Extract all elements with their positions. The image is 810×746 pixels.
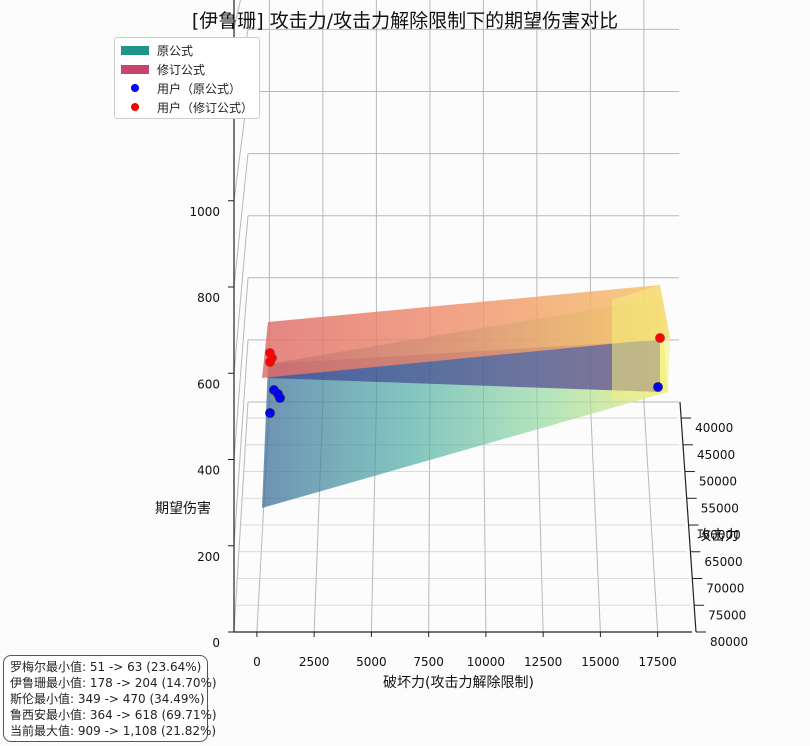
legend-swatch [121, 64, 149, 74]
legend-item-original: 原公式 [121, 42, 193, 58]
grid-line [233, 277, 249, 460]
surface-original-edge [268, 340, 660, 392]
x-tick-label: 2500 [299, 655, 330, 669]
y-tick-label: 60000 [703, 528, 741, 542]
z-axis-label: 期望伤害 [155, 501, 211, 517]
z-tick-label: 200 [197, 550, 220, 564]
z-tick-label: 0 [212, 636, 220, 650]
y-tick-label: 65000 [704, 555, 742, 569]
summary-line: 罗梅尔最小值: 51 -> 63 (23.64%) [10, 660, 202, 674]
legend-item-user-revised: 用户（修订公式） [121, 99, 253, 115]
legend-item-revised: 修订公式 [121, 61, 205, 77]
legend-item-user-original: 用户（原公式） [121, 80, 241, 96]
surface-revised [262, 285, 670, 378]
surface-flank [612, 285, 670, 400]
summary-line: 斯伦最小值: 349 -> 470 (34.49%) [10, 692, 205, 706]
grid-line [589, 401, 601, 633]
user-points [265, 333, 665, 418]
user-point-revised [655, 333, 665, 343]
legend-marker [131, 103, 139, 111]
grid-line [233, 339, 249, 546]
x-tick-label: 12500 [524, 655, 562, 669]
x-tick-label: 17500 [639, 655, 677, 669]
z-tick-label: 400 [197, 464, 220, 478]
y-axis-line [679, 401, 697, 633]
z-tick-label: 1000 [189, 205, 220, 219]
x-tick-label: 7500 [413, 655, 444, 669]
grid-line [233, 0, 242, 29]
user-point-original [265, 408, 275, 418]
tick-labels: 0 2500 5000 7500 10000 12500 15000 175004000045… [189, 205, 748, 669]
x-tick-label: 0 [253, 655, 261, 669]
x-tick-label: 5000 [356, 655, 387, 669]
grid-line [233, 153, 249, 288]
legend-marker [131, 84, 139, 92]
x-tick-label: 15000 [581, 655, 619, 669]
summary-line: 当前最大值: 909 -> 1,108 (21.82%) [10, 724, 217, 738]
y-axis-label: 攻击力 [697, 528, 739, 544]
y-tick-label: 45000 [697, 448, 735, 462]
y-tick-label: 40000 [695, 421, 733, 435]
user-point-original [653, 382, 663, 392]
z-tick-label: 600 [197, 377, 220, 391]
legend: 原公式 修订公式 用户（原公式） 用户（修订公式） [114, 37, 260, 119]
legend-label: 修订公式 [157, 62, 206, 77]
summary-box: 罗梅尔最小值: 51 -> 63 (23.64%) 伊鲁珊最小值: 178 ->… [3, 655, 217, 742]
legend-label: 用户（修订公式） [157, 100, 254, 115]
grid-line [233, 401, 249, 633]
grid-line [233, 215, 249, 374]
grid-line [643, 401, 659, 633]
summary-line: 鲁西安最小值: 364 -> 618 (69.71%) [10, 708, 217, 722]
x-tick-label: 10000 [467, 655, 505, 669]
legend-swatch [121, 45, 149, 55]
y-tick-label: 75000 [708, 608, 746, 622]
user-point-revised [265, 357, 275, 367]
user-point-original [275, 393, 285, 403]
x-axis-label: 破坏力(攻击力解除限制) [383, 675, 534, 691]
y-tick-label: 70000 [706, 582, 744, 596]
z-tick-label: 800 [197, 291, 220, 305]
y-tick-label: 55000 [701, 501, 739, 515]
summary-line: 伊鲁珊最小值: 178 -> 204 (14.70%) [10, 676, 217, 690]
legend-label: 用户（原公式） [157, 81, 242, 96]
grid-line [536, 401, 544, 633]
y-tick-label: 80000 [710, 635, 748, 649]
legend-label: 原公式 [157, 43, 194, 58]
chart-title: [伊鲁珊] 攻击力/攻击力解除限制下的期望伤害对比 [191, 10, 619, 32]
y-tick-label: 50000 [699, 475, 737, 489]
surfaces [262, 285, 670, 508]
